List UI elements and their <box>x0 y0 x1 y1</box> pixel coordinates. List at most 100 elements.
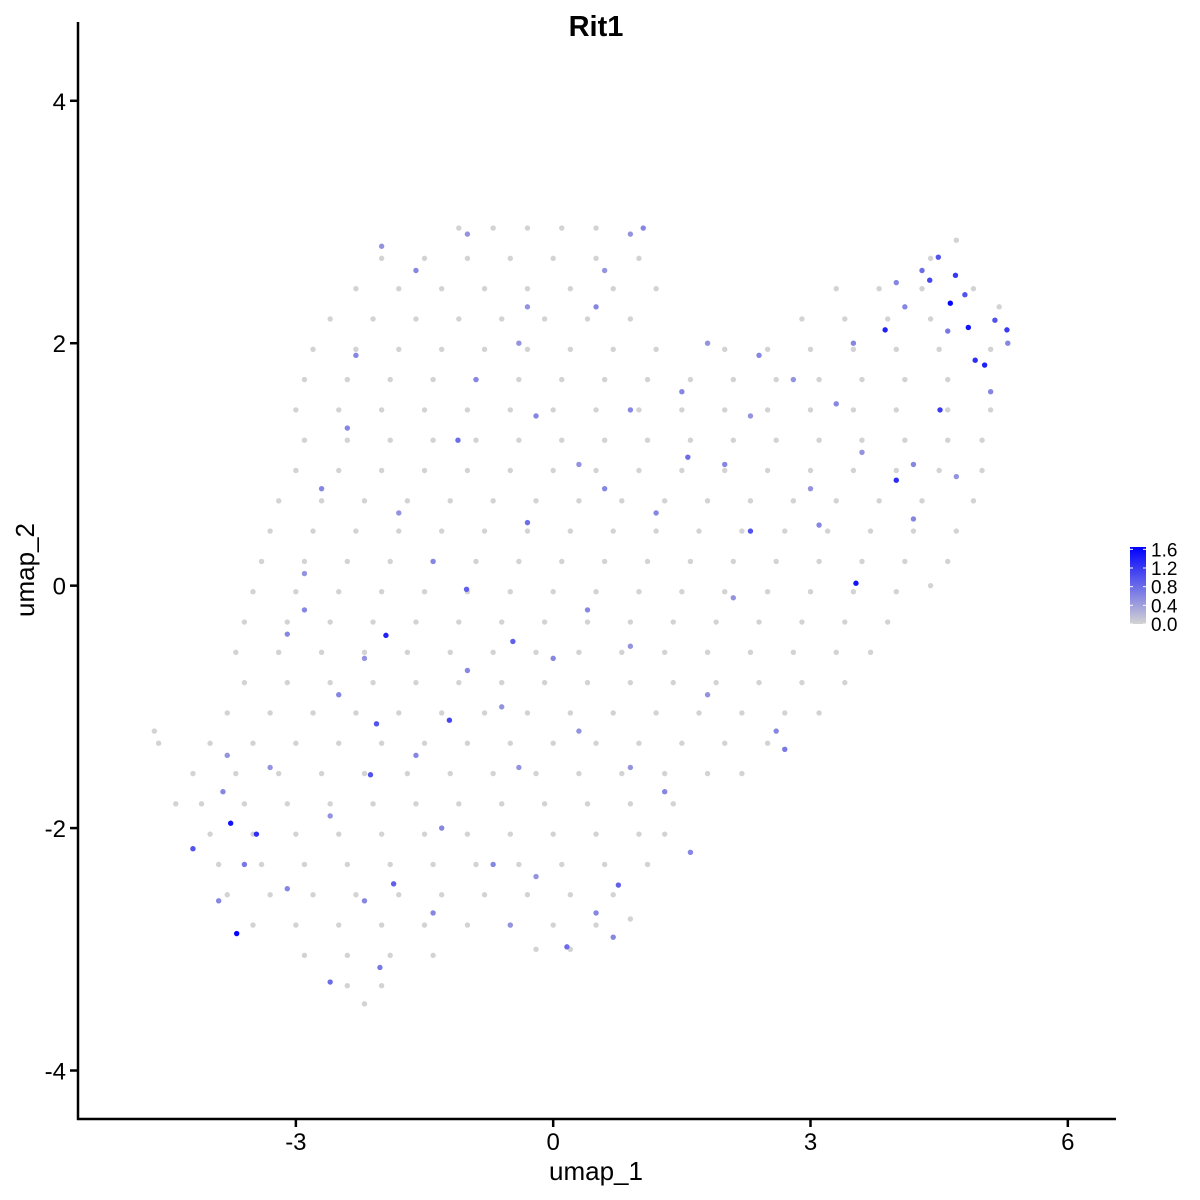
cell-point <box>799 316 805 322</box>
cell-point <box>910 528 917 534</box>
cell-point <box>730 558 737 565</box>
expressed-cell-point <box>516 764 522 771</box>
cell-point <box>378 982 385 989</box>
cell-point <box>456 316 462 322</box>
cell-point <box>567 710 574 716</box>
cell-point <box>276 770 282 777</box>
expressed-cell-point <box>584 607 591 613</box>
cell-point <box>207 831 213 837</box>
cell-point <box>550 589 556 595</box>
cell-point <box>584 316 591 322</box>
cell-point <box>636 407 642 413</box>
cell-point <box>842 316 848 322</box>
cell-point <box>173 801 179 807</box>
cell-point <box>481 346 488 352</box>
expressed-cell-point <box>510 638 516 645</box>
cell-point <box>473 861 479 868</box>
cell-point <box>970 285 977 292</box>
cell-point <box>816 710 822 716</box>
cell-point <box>722 407 728 413</box>
cell-point <box>773 376 779 383</box>
expressed-cell-point <box>756 352 762 359</box>
cell-point <box>421 831 428 837</box>
cell-point <box>816 376 822 383</box>
cell-point <box>636 740 642 746</box>
cell-point <box>224 710 230 716</box>
expressed-cell-point <box>361 898 368 904</box>
cell-point <box>782 710 788 716</box>
cell-point <box>764 467 771 474</box>
expressed-cell-point <box>499 704 505 710</box>
cell-point <box>902 558 908 565</box>
cell-point <box>387 437 393 443</box>
cell-point <box>344 558 351 565</box>
cell-point <box>584 801 591 807</box>
cell-point <box>679 740 685 746</box>
cell-point <box>473 558 479 565</box>
expressed-cell-point <box>533 413 539 419</box>
expressed-cell-point <box>593 910 599 916</box>
cell-point <box>258 558 265 565</box>
cell-point <box>550 255 556 262</box>
colorbar-label: 0.4 <box>1151 596 1178 617</box>
cell-point <box>893 589 899 595</box>
cell-point <box>327 679 333 686</box>
cell-point <box>481 528 488 534</box>
cell-point <box>524 225 531 231</box>
expressed-cell-point <box>413 267 419 274</box>
cell-point <box>704 649 711 656</box>
expressed-cell-point <box>327 813 333 819</box>
cell-point <box>481 710 488 716</box>
cell-point <box>850 467 857 474</box>
cell-point <box>370 801 376 807</box>
cell-point <box>687 558 694 565</box>
cell-point <box>661 498 668 504</box>
cell-point <box>464 831 471 837</box>
cell-point <box>499 316 505 322</box>
cell-point <box>996 304 1002 310</box>
cell-point <box>576 770 582 777</box>
cell-point <box>559 376 565 383</box>
cell-point <box>490 770 496 777</box>
cell-point <box>653 710 659 716</box>
expressed-cell-point <box>947 300 954 306</box>
cell-point <box>336 407 342 413</box>
cell-point <box>790 649 797 656</box>
cell-point <box>704 770 711 777</box>
expressed-cell-point <box>962 292 968 298</box>
cell-point <box>541 619 548 625</box>
expressed-cell-point <box>373 721 380 727</box>
expressed-cell-point <box>455 437 461 443</box>
cell-point <box>361 649 368 656</box>
cell-point <box>293 831 299 837</box>
cell-point <box>970 498 977 504</box>
cell-point <box>293 589 299 595</box>
expressed-cell-point <box>378 243 385 249</box>
expressed-cell-point <box>882 327 888 333</box>
expressed-cell-point <box>627 643 634 649</box>
cell-point <box>730 437 737 443</box>
expressed-cell-point <box>782 746 788 752</box>
y-axis-label: umap_2 <box>10 523 40 617</box>
cell-point <box>816 437 822 443</box>
cell-point <box>550 922 556 928</box>
expressed-cell-point <box>576 461 582 468</box>
expressed-cell-point <box>413 752 419 759</box>
cell-point <box>799 679 805 686</box>
cell-point <box>559 861 565 868</box>
cell-point <box>336 922 342 928</box>
cell-point <box>421 255 428 262</box>
y-tick-label: -2 <box>45 816 66 843</box>
cell-point <box>653 285 659 292</box>
cell-point <box>945 376 951 383</box>
cell-point <box>456 225 462 231</box>
expressed-cell-point <box>576 728 582 734</box>
cell-point <box>893 346 899 352</box>
cell-point <box>619 498 625 504</box>
cell-point <box>378 922 385 928</box>
cell-point <box>584 619 591 625</box>
cell-point <box>764 346 771 352</box>
cell-point <box>456 801 462 807</box>
cell-point <box>670 801 676 807</box>
